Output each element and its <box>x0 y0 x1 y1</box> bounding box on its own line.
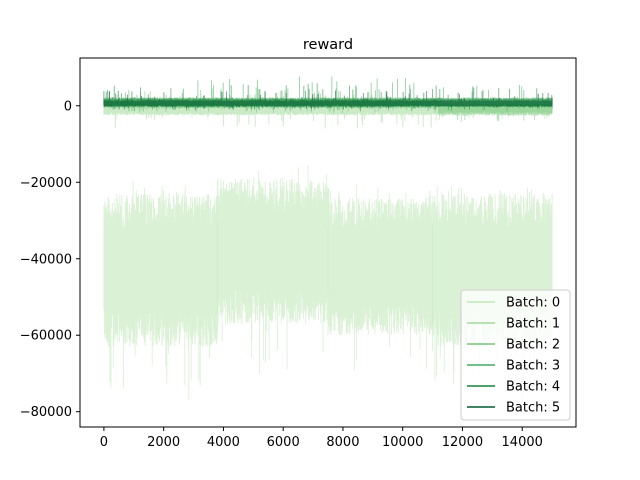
y-tick-label-3: −60000 <box>20 329 72 344</box>
legend-label-4: Batch: 4 <box>506 380 560 395</box>
plot-frame <box>79 57 577 428</box>
series-batch-0-band-2 <box>327 184 434 371</box>
y-tick-label-0: 0 <box>64 99 72 114</box>
x-tick-label-3: 6000 <box>267 435 300 450</box>
series-batch-0 <box>103 165 553 401</box>
y-tick-label-2: −40000 <box>20 252 72 267</box>
y-tick-label-1: −20000 <box>20 176 72 191</box>
legend-label-5: Batch: 5 <box>506 401 560 416</box>
x-tick-label-0: 0 <box>100 435 108 450</box>
legend: Batch: 0 Batch: 1 Batch: 2 Batch: 3 Batch: 4… <box>460 289 571 421</box>
x-tick-label-7: 14000 <box>502 435 543 450</box>
legend-label-3: Batch: 3 <box>506 359 560 374</box>
x-tick-label-4: 8000 <box>326 435 359 450</box>
chart-title: reward <box>303 37 353 53</box>
y-tick-label-4: −80000 <box>20 405 72 420</box>
x-axis: 0 2000 4000 6000 8000 10000 12000 14000 <box>100 427 543 450</box>
series-batch-0-band-1 <box>217 165 329 374</box>
series-batch-0-band-0 <box>103 180 218 401</box>
x-tick-label-6: 12000 <box>442 435 483 450</box>
y-axis: 0 −20000 −40000 −60000 −80000 <box>20 99 80 420</box>
series-batch-0-band-3 <box>432 186 553 400</box>
series-batch-5 <box>103 90 553 109</box>
x-tick-label-2: 4000 <box>207 435 240 450</box>
series-layer <box>103 76 553 401</box>
legend-label-0: Batch: 0 <box>506 296 560 311</box>
legend-label-1: Batch: 1 <box>506 317 560 332</box>
series-batch-5-band-0 <box>103 90 553 109</box>
x-tick-label-1: 2000 <box>147 435 180 450</box>
legend-label-2: Batch: 2 <box>506 338 560 353</box>
x-tick-label-5: 10000 <box>382 435 423 450</box>
